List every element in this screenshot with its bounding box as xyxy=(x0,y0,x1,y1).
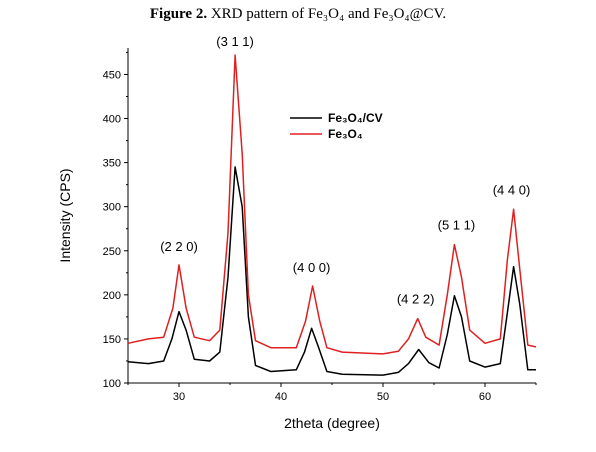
legend-label-2: Fe₃O₄ xyxy=(328,127,363,141)
figure-caption: Figure 2. XRD pattern of Fe₃O₄ and Fe₃O₄… xyxy=(0,6,596,23)
x-axis-title: 2theta (degree) xyxy=(284,415,380,431)
series-line-1 xyxy=(127,166,536,376)
peak-label: (4 2 2) xyxy=(397,292,435,307)
legend-label-1: Fe₃O₄/CV xyxy=(328,111,383,125)
y-tick-label: 200 xyxy=(103,290,121,302)
figure-title: XRD pattern of Fe₃O₄ and Fe₃O₄@CV. xyxy=(210,6,447,22)
x-tick-label: 50 xyxy=(377,391,389,403)
peak-label: (4 0 0) xyxy=(293,260,331,275)
peak-label: (2 2 0) xyxy=(160,239,198,254)
peak-label: (3 1 1) xyxy=(216,34,254,49)
y-tick-label: 450 xyxy=(103,69,121,81)
x-tick-label: 60 xyxy=(479,391,491,403)
y-tick-label: 400 xyxy=(103,114,121,126)
y-tick-label: 250 xyxy=(103,246,121,258)
axis-ticks: 100 150 200 250 300 350 400 450 30 40 50 60 xyxy=(103,51,537,403)
series-lines xyxy=(127,54,537,376)
y-tick-label: 300 xyxy=(103,202,121,214)
plot-frame xyxy=(127,48,536,384)
peak-annotations: (2 2 0) (3 1 1) (4 0 0) (4 2 2) (5 1 1) (4 4 … xyxy=(160,34,530,306)
x-tick-label: 30 xyxy=(173,391,185,403)
peak-label: (4 4 0) xyxy=(493,182,531,197)
x-tick-label: 40 xyxy=(275,391,287,403)
peak-label: (5 1 1) xyxy=(438,218,476,233)
y-axis-title: Intensity (CPS) xyxy=(57,168,73,262)
series-line-2 xyxy=(127,54,537,355)
legend: Fe₃O₄/CV Fe₃O₄ xyxy=(290,111,383,141)
y-tick-label: 350 xyxy=(103,158,121,170)
figure-number: Figure 2. xyxy=(149,6,208,22)
y-tick-label: 100 xyxy=(103,378,121,390)
y-tick-label: 150 xyxy=(103,334,121,346)
